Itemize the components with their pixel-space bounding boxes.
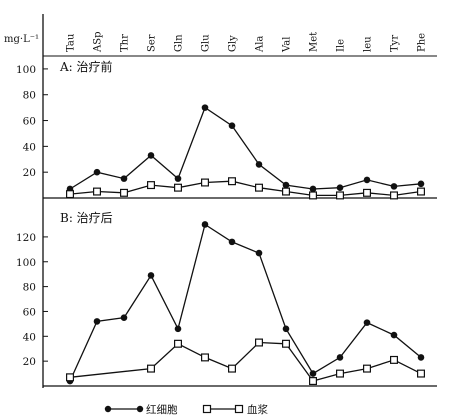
panel-b-point-red-cells-phe xyxy=(417,354,425,361)
panel-a-point-red-cells-thr xyxy=(120,175,128,182)
panel-b-y-tick-label-80: 80 xyxy=(23,282,36,294)
panel-a-point-red-cells-asp xyxy=(93,168,101,176)
panel-a-point-red-cells-ser xyxy=(147,152,155,159)
panel-b-point-red-cells-gly xyxy=(228,238,236,246)
category-label-ile: Ile xyxy=(336,39,347,52)
panel-b-point-red-cells-tyr xyxy=(390,331,398,339)
panel-a-plot: 20 40 60 80 100 xyxy=(16,64,426,200)
panel-a-point-plasma-gly xyxy=(228,177,237,186)
panel-b-plot: 20 40 60 80 100 120 xyxy=(16,221,426,386)
panel-a-y-tick-label-20: 20 xyxy=(23,167,36,179)
panel-b-point-plasma-gly xyxy=(228,364,237,373)
panel-a-point-plasma-gln xyxy=(174,183,183,192)
panel-b-y-tick-label-100: 100 xyxy=(16,257,36,269)
panel-b-point-red-cells-ala xyxy=(255,249,263,257)
panel-a-point-plasma-ala xyxy=(255,183,264,192)
category-labels: Tau ASp Thr Ser Gln Glu Gly Ala Val Met Ile leu Tyr P… xyxy=(66,32,428,53)
panel-a-point-red-cells-leu xyxy=(363,176,371,184)
category-label-met: Met xyxy=(309,32,320,52)
category-label-glu: Glu xyxy=(201,34,212,52)
panel-b-label: B: 治疗后 xyxy=(60,211,113,225)
category-label-tyr: Tyr xyxy=(390,35,401,52)
panel-a-series-line-red-cells xyxy=(69,106,422,190)
panel-a-y-tick-label-100: 100 xyxy=(16,64,36,76)
panel-b-point-plasma-phe xyxy=(417,369,426,378)
legend-marker-red-cells-right xyxy=(136,405,144,413)
panel-b-point-red-cells-val xyxy=(282,325,290,333)
panel-a-y-tick-label-80: 80 xyxy=(23,90,36,102)
panel-a-point-red-cells-val xyxy=(282,181,290,189)
panel-b-series-line-red-cells xyxy=(69,223,422,382)
panel-a-point-plasma-ser xyxy=(147,181,156,190)
panel-b-point-plasma-gln xyxy=(174,339,183,348)
legend-label-red-cells: 红细胞 xyxy=(146,403,178,416)
panel-a-point-red-cells-met xyxy=(309,185,317,193)
panel-a-label: A: 治疗前 xyxy=(59,59,113,74)
panel-b-point-red-cells-asp xyxy=(93,318,101,325)
panel-b-point-plasma-glu xyxy=(201,353,210,362)
panel-b-point-plasma-val xyxy=(282,339,291,348)
panel-b-point-red-cells-thr xyxy=(120,314,128,321)
category-label-asp: ASp xyxy=(93,32,104,53)
panel-b-point-red-cells-ile xyxy=(336,354,344,361)
category-label-ser: Ser xyxy=(147,34,158,52)
panel-a-point-red-cells-phe xyxy=(417,180,425,188)
category-label-gly: Gly xyxy=(228,35,239,52)
legend-marker-plasma-right xyxy=(234,404,244,414)
panel-b-point-plasma-leu xyxy=(363,364,372,373)
panel-b-y-tick-label-120: 120 xyxy=(16,232,36,244)
panel-a-point-plasma-asp xyxy=(92,187,101,196)
legend-marker-plasma-left xyxy=(202,404,212,414)
panel-a-point-red-cells-gly xyxy=(228,122,236,130)
category-label-thr: Thr xyxy=(120,34,131,52)
panel-a-y-tick-label-60: 60 xyxy=(23,116,36,128)
panel-b-y-tick-label-20: 20 xyxy=(23,356,36,368)
panel-b-point-plasma-ala xyxy=(255,338,264,347)
panel-b-point-plasma-ser xyxy=(147,364,156,373)
panel-a-series-line-plasma xyxy=(69,180,422,197)
panel-b-point-plasma-tyr xyxy=(390,355,399,364)
category-label-val: Val xyxy=(282,37,293,53)
panel-a-point-plasma-phe xyxy=(417,187,426,196)
panel-a-point-red-cells-glu xyxy=(201,104,209,111)
panel-b-point-red-cells-gln xyxy=(174,325,182,333)
legend-item-plasma: 血浆 xyxy=(202,403,268,416)
panel-a-point-plasma-ile xyxy=(336,191,345,200)
panel-a-point-plasma-tau xyxy=(65,190,74,199)
panel-b-y-tick-label-40: 40 xyxy=(23,331,36,343)
panel-b-point-red-cells-glu xyxy=(201,221,209,228)
category-label-phe: Phe xyxy=(417,33,428,52)
panel-a-y-tick-label-40: 40 xyxy=(23,141,36,153)
panel-b-point-red-cells-leu xyxy=(363,319,371,326)
panel-a-point-plasma-tyr xyxy=(390,191,399,200)
panel-b-point-plasma-tau xyxy=(65,373,74,382)
legend-marker-red-cells-left xyxy=(104,405,112,413)
panel-b-point-red-cells-met xyxy=(309,370,317,377)
panel-a-point-plasma-leu xyxy=(363,188,372,197)
category-label-leu: leu xyxy=(363,36,374,52)
panel-b-y-tick-label-60: 60 xyxy=(23,306,36,318)
panel-b-point-plasma-met xyxy=(309,377,318,386)
category-label-gln: Gln xyxy=(174,34,185,52)
panel-a-point-plasma-thr xyxy=(119,188,128,197)
panel-a-point-plasma-val xyxy=(282,187,291,196)
panel-b-point-red-cells-ser xyxy=(147,272,155,279)
y-axis-unit: mg·L⁻¹ xyxy=(4,34,39,45)
panel-b-series-line-plasma xyxy=(69,341,422,382)
panel-a-point-red-cells-ala xyxy=(255,161,263,168)
legend: 红细胞 血浆 xyxy=(104,403,268,416)
legend-label-plasma: 血浆 xyxy=(247,403,268,416)
category-label-tau: Tau xyxy=(66,33,77,52)
panel-a-point-red-cells-gln xyxy=(174,175,182,182)
panel-a-point-red-cells-tyr xyxy=(390,183,398,190)
legend-item-red-cells: 红细胞 xyxy=(104,403,178,416)
panel-a-point-plasma-met xyxy=(309,191,318,200)
panel-a-point-red-cells-ile xyxy=(336,184,344,191)
panel-b-point-plasma-ile xyxy=(336,369,345,378)
panel-a-point-plasma-glu xyxy=(201,178,210,187)
category-label-ala: Ala xyxy=(255,36,266,53)
